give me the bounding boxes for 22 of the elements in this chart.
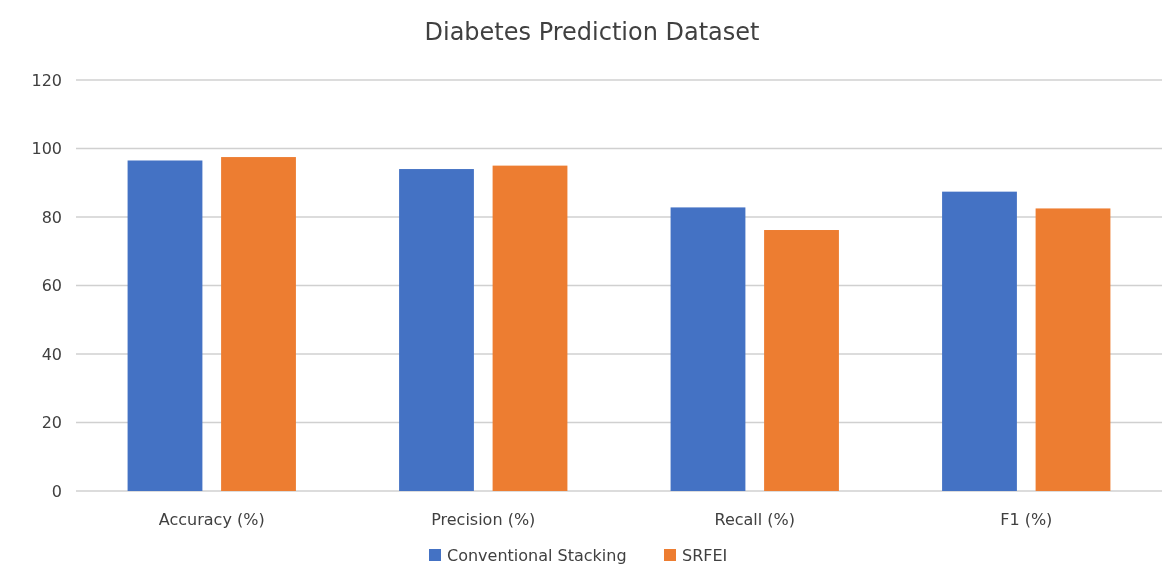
x-tick-label: Recall (%): [714, 510, 796, 529]
legend-label: Conventional Stacking: [447, 545, 627, 565]
legend-label: SRFEI: [682, 545, 728, 565]
bar: [221, 157, 296, 491]
bar: [127, 160, 203, 491]
y-tick-label: 40: [41, 344, 62, 364]
x-tick-label: Precision (%): [431, 510, 536, 529]
y-tick-label: 80: [41, 207, 62, 227]
y-tick-label: 120: [31, 70, 62, 90]
x-tick-label: F1 (%): [1000, 510, 1053, 529]
x-tick-label: Accuracy (%): [158, 510, 265, 529]
bar: [764, 230, 839, 491]
y-tick-label: 100: [31, 139, 62, 159]
y-tick-label: 60: [41, 276, 62, 296]
bar: [670, 207, 746, 491]
bar: [399, 169, 474, 491]
bar: [942, 191, 1017, 491]
bar: [492, 165, 568, 491]
y-tick-label: 20: [41, 413, 62, 433]
y-tick-label: 0: [51, 481, 62, 501]
bar: [1035, 208, 1111, 491]
chart-title: Diabetes Prediction Dataset: [424, 18, 760, 46]
